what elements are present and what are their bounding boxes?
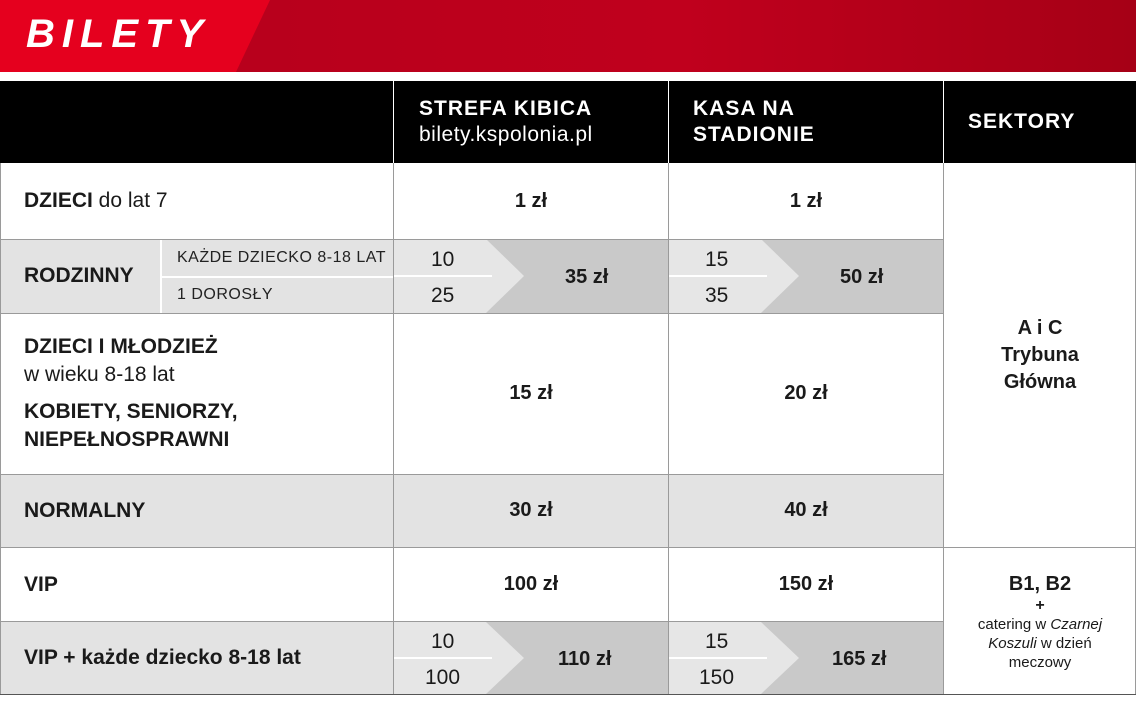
sector-ac-line1: A i C (1017, 316, 1063, 339)
sector-b-catering-line3: meczowy (1008, 653, 1072, 671)
sector-b-catering-pre: catering w (977, 615, 1051, 633)
mlodziez-price-kasa: 20 zł (669, 313, 943, 474)
header-strefa-kibica: STREFA KIBICA bilety.kspolonia.pl (394, 81, 668, 163)
sector-b-plus: + (1035, 596, 1045, 614)
header-strefa-url: bilety.kspolonia.pl (419, 123, 593, 146)
grid-line (0, 621, 943, 622)
mlodziez-price-strefa: 15 zł (394, 313, 668, 474)
banner-accent-shape (0, 0, 270, 72)
grid-line (0, 694, 1136, 695)
rodzinny-price-kasa: 15 35 50 zł (669, 239, 943, 313)
vip-price-strefa: 100 zł (394, 548, 668, 621)
rodzinny-kasa-total: 50 zł (840, 266, 884, 288)
grid-line (0, 547, 1136, 548)
normalny-price-strefa: 30 zł (394, 474, 668, 547)
sector-b-catering-post: w dzień (1036, 634, 1092, 652)
dzieci-label-bold: DZIECI (24, 189, 93, 212)
sector-ac-line3: Główna (1003, 370, 1077, 393)
vip-dziecko-kasa-a: 15 (705, 630, 729, 653)
mlodziez-line1: DZIECI I MŁODZIEŻ (24, 335, 218, 358)
rodzinny-kasa-dorosly: 35 (705, 284, 729, 307)
grid-line (393, 163, 394, 694)
sector-ac: A i C Trybuna Główna (944, 163, 1136, 547)
grid-line (0, 474, 943, 475)
dzieci-price-strefa: 1 zł (394, 163, 668, 239)
grid-line (943, 163, 944, 694)
vip-dziecko-kasa-total: 165 zł (832, 648, 887, 670)
sector-b-catering-em1: Czarnej (1050, 615, 1103, 633)
row-vip-dziecko-label: VIP + każde dziecko 8-18 lat (0, 622, 393, 694)
grid-line (161, 276, 393, 278)
mlodziez-line2: w wieku 8-18 lat (24, 363, 175, 386)
row-dzieci-label: DZIECI do lat 7 (0, 163, 393, 239)
header-empty-cell (0, 81, 393, 163)
vip-dziecko-strefa-total: 110 zł (558, 648, 612, 670)
dzieci-price-kasa: 1 zł (669, 163, 943, 239)
vip-dziecko-price-strefa: 10 100 110 zł (394, 622, 668, 694)
grid-line (0, 163, 1, 694)
normalny-price-kasa: 40 zł (669, 474, 943, 547)
header-kasa-line1: KASA NA (693, 97, 795, 120)
grid-line (668, 163, 669, 694)
rodzinny-sub-dorosly: 1 DOROSŁY (161, 277, 393, 313)
rodzinny-strefa-dorosly: 25 (431, 284, 455, 307)
header-sektory: SEKTORY (944, 81, 1136, 163)
vip-dziecko-strefa-a: 10 (431, 630, 455, 653)
row-normalny-label: NORMALNY (0, 474, 393, 547)
mlodziez-line3: KOBIETY, SENIORZY, (24, 400, 238, 423)
sector-b-catering-line2: Koszuli w dzień (988, 634, 1091, 653)
vip-dziecko-strefa-b: 100 (425, 666, 461, 689)
vip-dziecko-kasa-b: 150 (699, 666, 735, 689)
rodzinny-sub-dziecko: KAŻDE DZIECKO 8-18 LAT (161, 239, 393, 276)
sector-b-catering-em2: Koszuli (988, 634, 1037, 652)
grid-line (0, 313, 943, 314)
vip-price-kasa: 150 zł (669, 548, 943, 621)
header-kasa-line2: STADIONIE (693, 123, 815, 146)
sector-b-catering-line1: catering w Czarnej (978, 615, 1102, 634)
dzieci-label-rest: do lat 7 (92, 189, 168, 212)
mlodziez-line4: NIEPEŁNOSPRAWNI (24, 428, 230, 451)
rodzinny-price-strefa: 10 25 35 zł (394, 239, 668, 313)
sector-b: B1, B2 + catering w Czarnej Koszuli w dz… (944, 548, 1136, 694)
grid-line (0, 239, 943, 240)
header-strefa-title: STREFA KIBICA (419, 97, 593, 120)
row-mlodziez-label: DZIECI I MŁODZIEŻ w wieku 8-18 lat KOBIE… (0, 313, 393, 474)
rodzinny-kasa-dziecko: 15 (705, 248, 729, 271)
vip-dziecko-price-kasa: 15 150 165 zł (669, 622, 943, 694)
sector-b-line1: B1, B2 (1008, 572, 1072, 595)
header-kasa: KASA NA STADIONIE (669, 81, 943, 163)
header-banner: BILETY (0, 0, 1136, 72)
header-sektory-title: SEKTORY (968, 110, 1076, 133)
row-rodzinny-label: RODZINNY (0, 239, 160, 313)
rodzinny-strefa-total: 35 zł (565, 266, 609, 288)
page-title: BILETY (26, 12, 211, 56)
row-vip-label: VIP (0, 548, 393, 621)
rodzinny-strefa-dziecko: 10 (431, 248, 455, 271)
sector-ac-line2: Trybuna (1001, 343, 1079, 366)
